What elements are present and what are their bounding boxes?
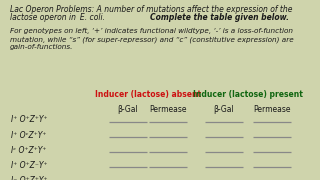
Text: β-Gal: β-Gal: [118, 105, 138, 114]
Text: mutation, while “s” (for super-repressor) and “c” (constitutive expression) are: mutation, while “s” (for super-repressor…: [10, 36, 293, 43]
Text: Iᶜ O⁺Z⁺Y⁺: Iᶜ O⁺Z⁺Y⁺: [11, 146, 47, 155]
Text: Lac Operon Problems: A number of mutations affect the expression of the: Lac Operon Problems: A number of mutatio…: [10, 4, 292, 14]
Text: Permease: Permease: [149, 105, 187, 114]
Text: I⁺ OᶜZ⁺Y⁺: I⁺ OᶜZ⁺Y⁺: [11, 130, 47, 140]
Text: Inducer (lactose) absent: Inducer (lactose) absent: [95, 90, 201, 99]
Text: gain-of-functions.: gain-of-functions.: [10, 44, 73, 50]
Text: Inducer (lactose) present: Inducer (lactose) present: [193, 90, 303, 99]
Text: Complete the table given below.: Complete the table given below.: [150, 14, 289, 22]
Text: lactose operon in  E. coli.: lactose operon in E. coli.: [10, 14, 106, 22]
Text: I⁺ O⁺Z⁻Y⁺: I⁺ O⁺Z⁻Y⁺: [11, 161, 48, 170]
Text: For genotypes on left, ‘+’ indicates functional wildtype, ‘-’ is a loss-of-funct: For genotypes on left, ‘+’ indicates fun…: [10, 28, 292, 34]
Text: I⁺ O⁺Z⁺Y⁺: I⁺ O⁺Z⁺Y⁺: [11, 115, 48, 124]
Text: β-Gal: β-Gal: [214, 105, 234, 114]
Text: Permease: Permease: [253, 105, 291, 114]
Text: I⁻ O⁺Z⁺Y⁺: I⁻ O⁺Z⁺Y⁺: [11, 176, 48, 180]
